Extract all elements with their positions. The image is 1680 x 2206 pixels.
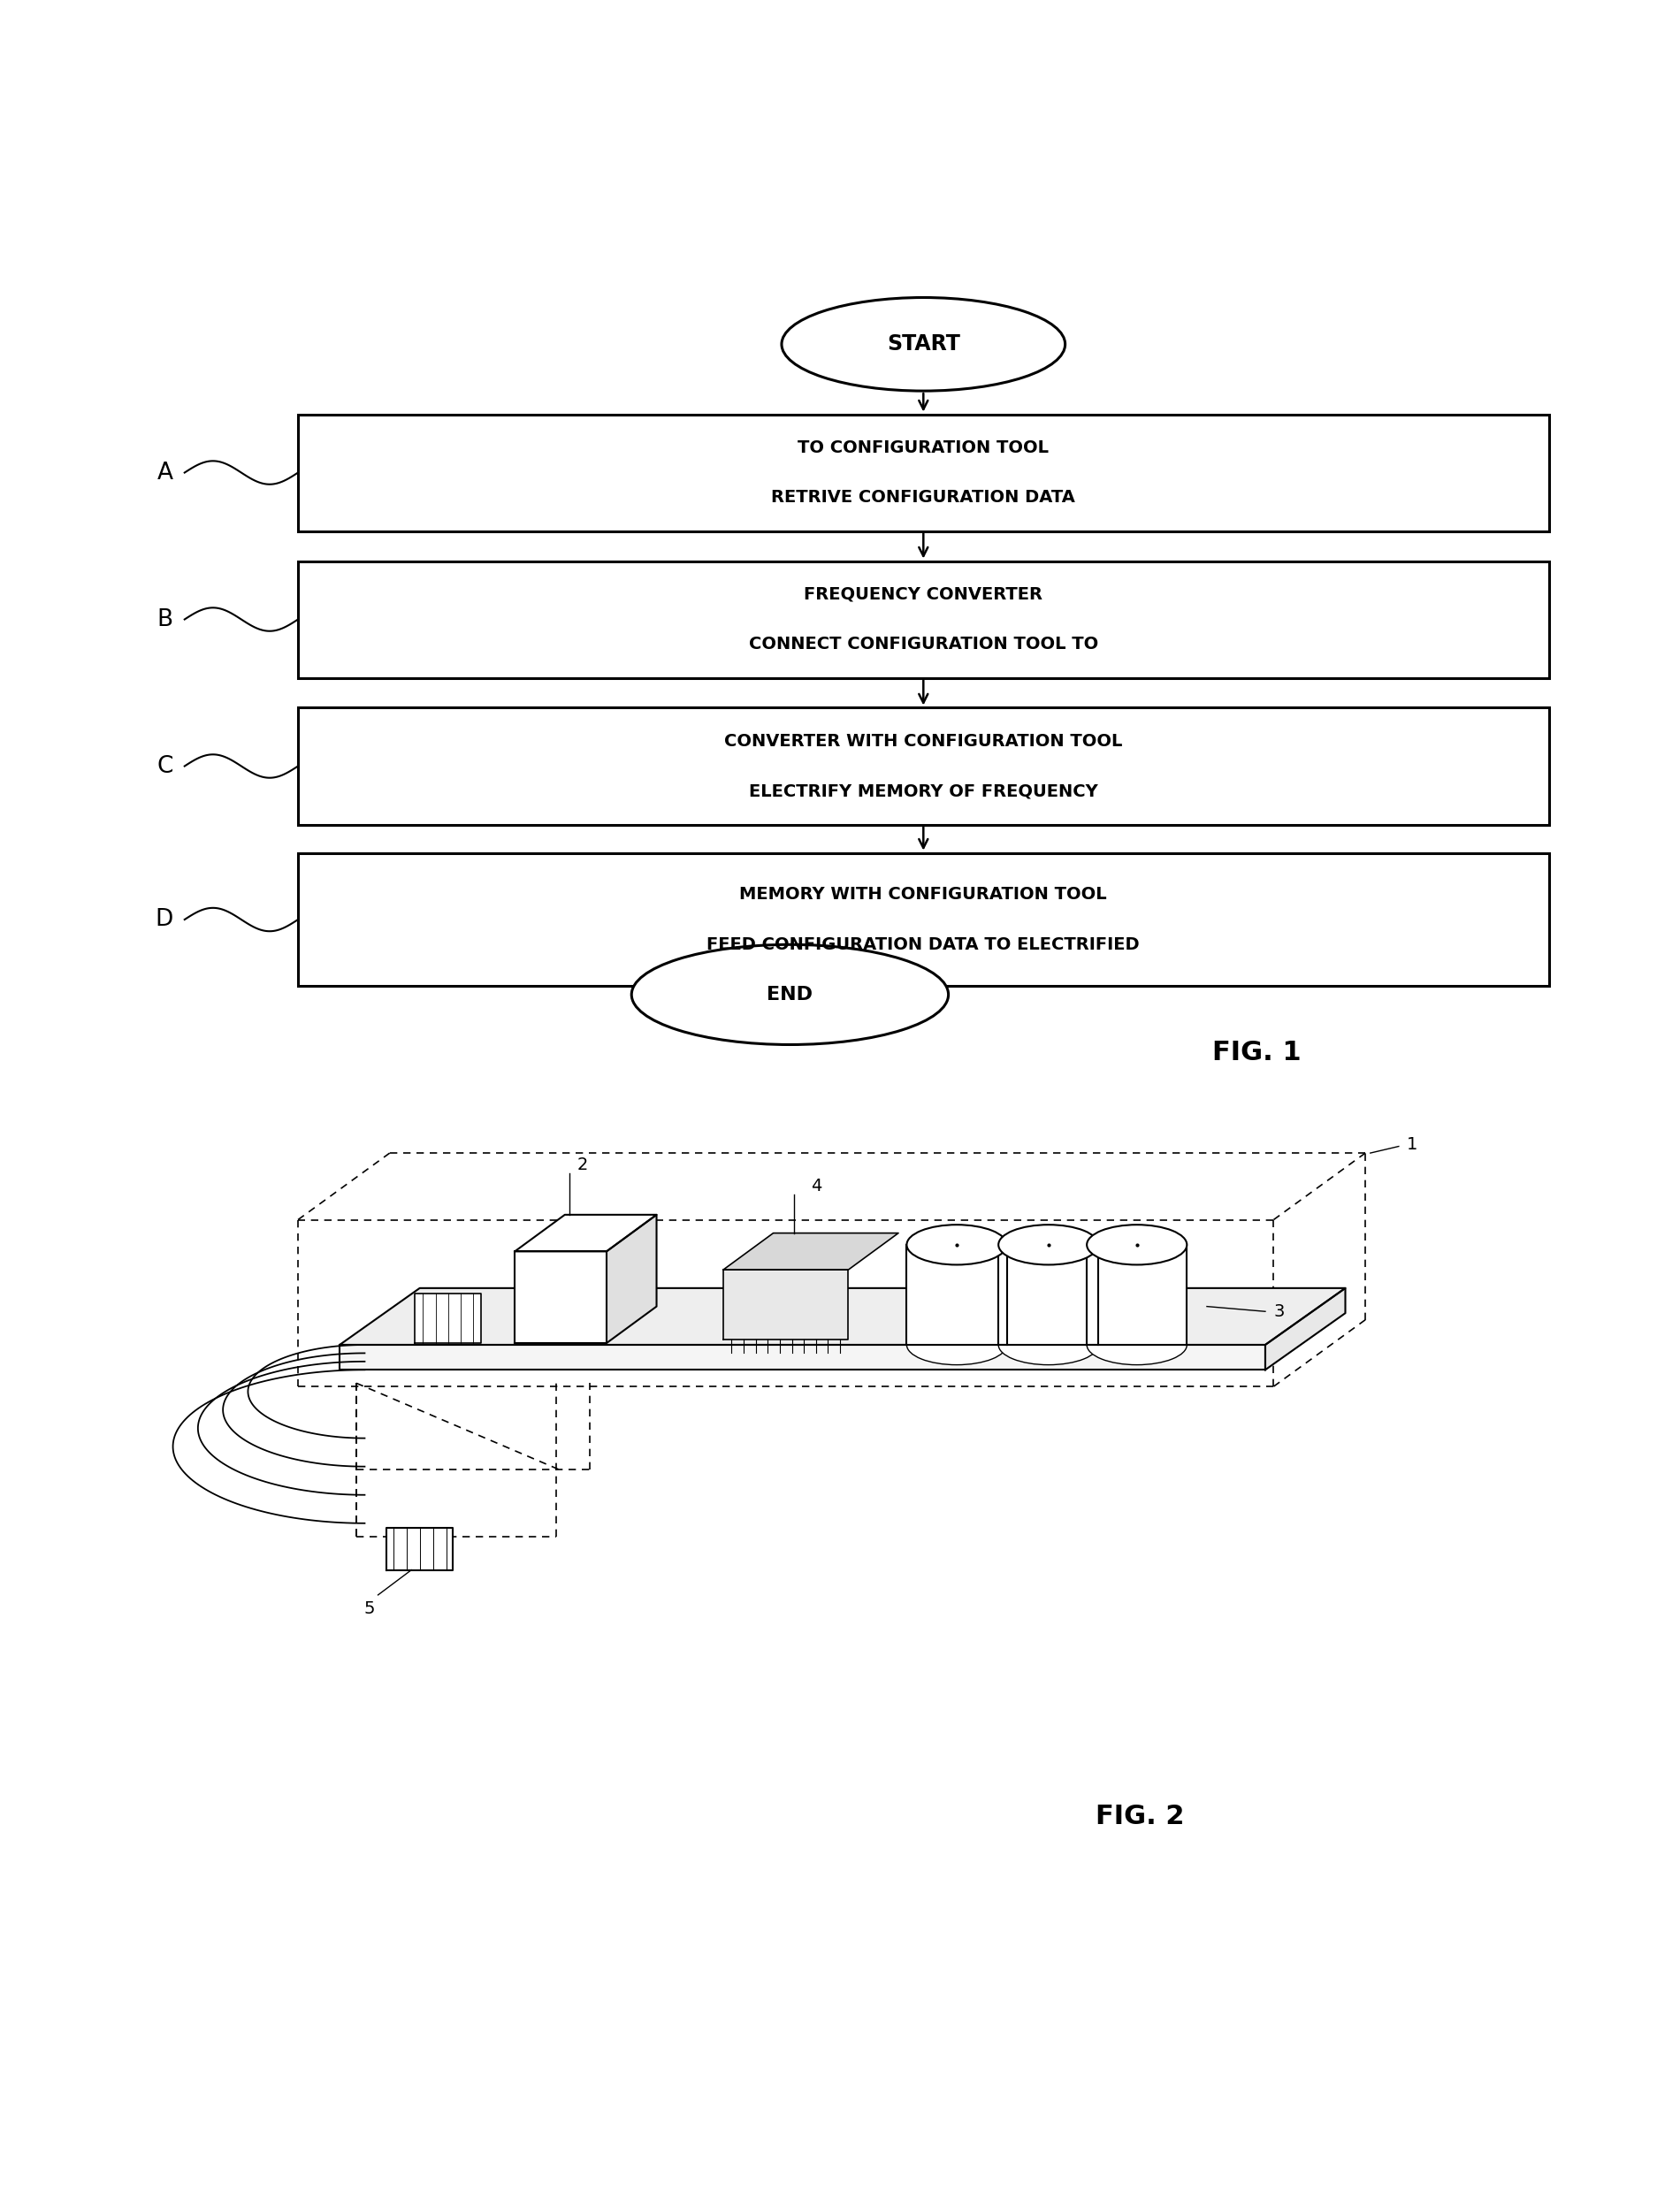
Text: FEED CONFIGURATION DATA TO ELECTRIFIED: FEED CONFIGURATION DATA TO ELECTRIFIED [707,935,1139,953]
Text: 1: 1 [1408,1136,1418,1154]
Ellipse shape [998,1224,1099,1264]
Polygon shape [514,1251,606,1343]
Text: 2: 2 [578,1156,588,1174]
Polygon shape [1087,1244,1186,1346]
Ellipse shape [1087,1326,1186,1366]
Polygon shape [907,1244,1006,1346]
Polygon shape [514,1216,657,1251]
Bar [297,854,1549,986]
Polygon shape [339,1346,1265,1370]
Ellipse shape [907,1326,1006,1366]
Text: ELECTRIFY MEMORY OF FREQUENCY: ELECTRIFY MEMORY OF FREQUENCY [749,783,1099,799]
Polygon shape [415,1293,482,1343]
Text: MEMORY WITH CONFIGURATION TOOL: MEMORY WITH CONFIGURATION TOOL [739,887,1107,902]
Text: FIG. 2: FIG. 2 [1095,1805,1184,1829]
Text: 3: 3 [1273,1304,1285,1319]
Text: 4: 4 [811,1178,822,1196]
Ellipse shape [998,1326,1099,1366]
Text: 5: 5 [365,1599,375,1617]
Text: CONVERTER WITH CONFIGURATION TOOL: CONVERTER WITH CONFIGURATION TOOL [724,732,1122,750]
Polygon shape [724,1271,848,1339]
Polygon shape [339,1288,1346,1346]
Text: C: C [156,754,173,779]
Ellipse shape [1087,1224,1186,1264]
Bar [297,560,1549,677]
Polygon shape [998,1244,1099,1346]
Text: FIG. 1: FIG. 1 [1213,1041,1302,1065]
Text: START: START [887,333,959,355]
Text: TO CONFIGURATION TOOL: TO CONFIGURATION TOOL [798,439,1048,457]
Bar [297,708,1549,825]
Text: A: A [156,461,173,483]
Polygon shape [386,1529,454,1571]
Text: D: D [155,909,173,931]
Bar [297,415,1549,532]
Polygon shape [724,1233,899,1271]
Text: B: B [156,609,173,631]
Ellipse shape [907,1224,1006,1264]
Polygon shape [1265,1288,1346,1370]
Ellipse shape [781,298,1065,390]
Polygon shape [606,1216,657,1343]
Text: FREQUENCY CONVERTER: FREQUENCY CONVERTER [805,587,1043,602]
Text: RETRIVE CONFIGURATION DATA: RETRIVE CONFIGURATION DATA [771,490,1075,505]
Text: END: END [768,986,813,1004]
Text: CONNECT CONFIGURATION TOOL TO: CONNECT CONFIGURATION TOOL TO [749,635,1099,653]
Ellipse shape [632,944,949,1046]
